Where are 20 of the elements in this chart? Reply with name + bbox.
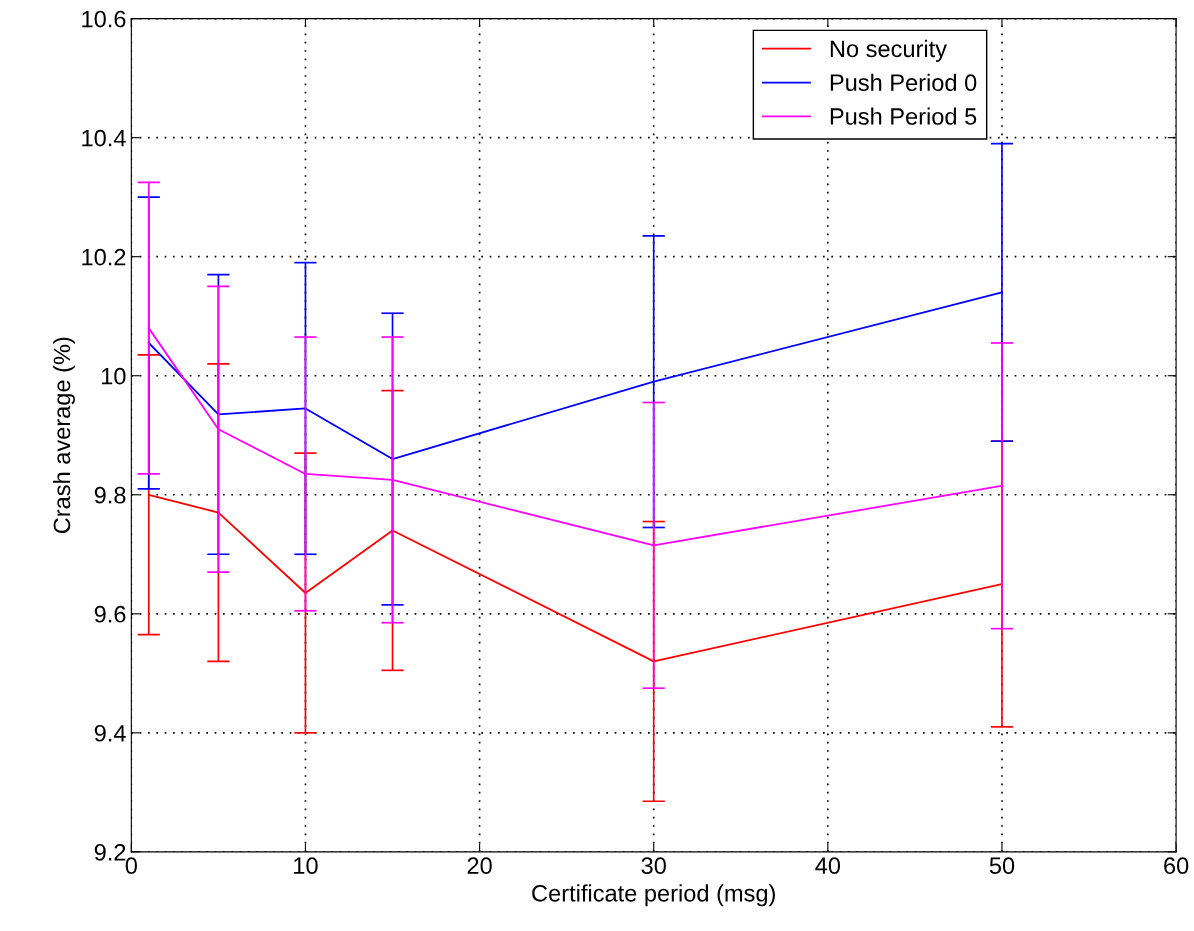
x-tick-label: 0 bbox=[125, 857, 137, 875]
x-tick-label: 10 bbox=[294, 857, 318, 875]
y-tick-label: 10.2 bbox=[82, 248, 126, 266]
x-tick-label: 60 bbox=[1164, 857, 1189, 875]
x-tick-label: 50 bbox=[989, 857, 1015, 875]
y-tick-label: 9.4 bbox=[94, 724, 126, 742]
y-tick-label: 9.8 bbox=[94, 486, 126, 504]
x-axis-title: Certificate period (msg) bbox=[532, 884, 775, 907]
y-tick-label: 10.4 bbox=[82, 129, 126, 147]
legend-label: Push Period 0 bbox=[830, 73, 977, 92]
y-axis-title: Crash average (%) bbox=[52, 337, 75, 534]
y-tick-label: 9.2 bbox=[94, 843, 126, 861]
legend-label: Push Period 5 bbox=[830, 107, 977, 125]
legend-label: No security bbox=[830, 39, 947, 62]
x-tick-label: 40 bbox=[815, 857, 841, 875]
y-tick-label: 10 bbox=[102, 367, 126, 385]
y-tick-label: 10.6 bbox=[82, 10, 126, 28]
x-tick-label: 30 bbox=[641, 857, 666, 875]
x-tick-label: 20 bbox=[467, 857, 492, 875]
y-tick-label: 9.6 bbox=[94, 605, 126, 623]
